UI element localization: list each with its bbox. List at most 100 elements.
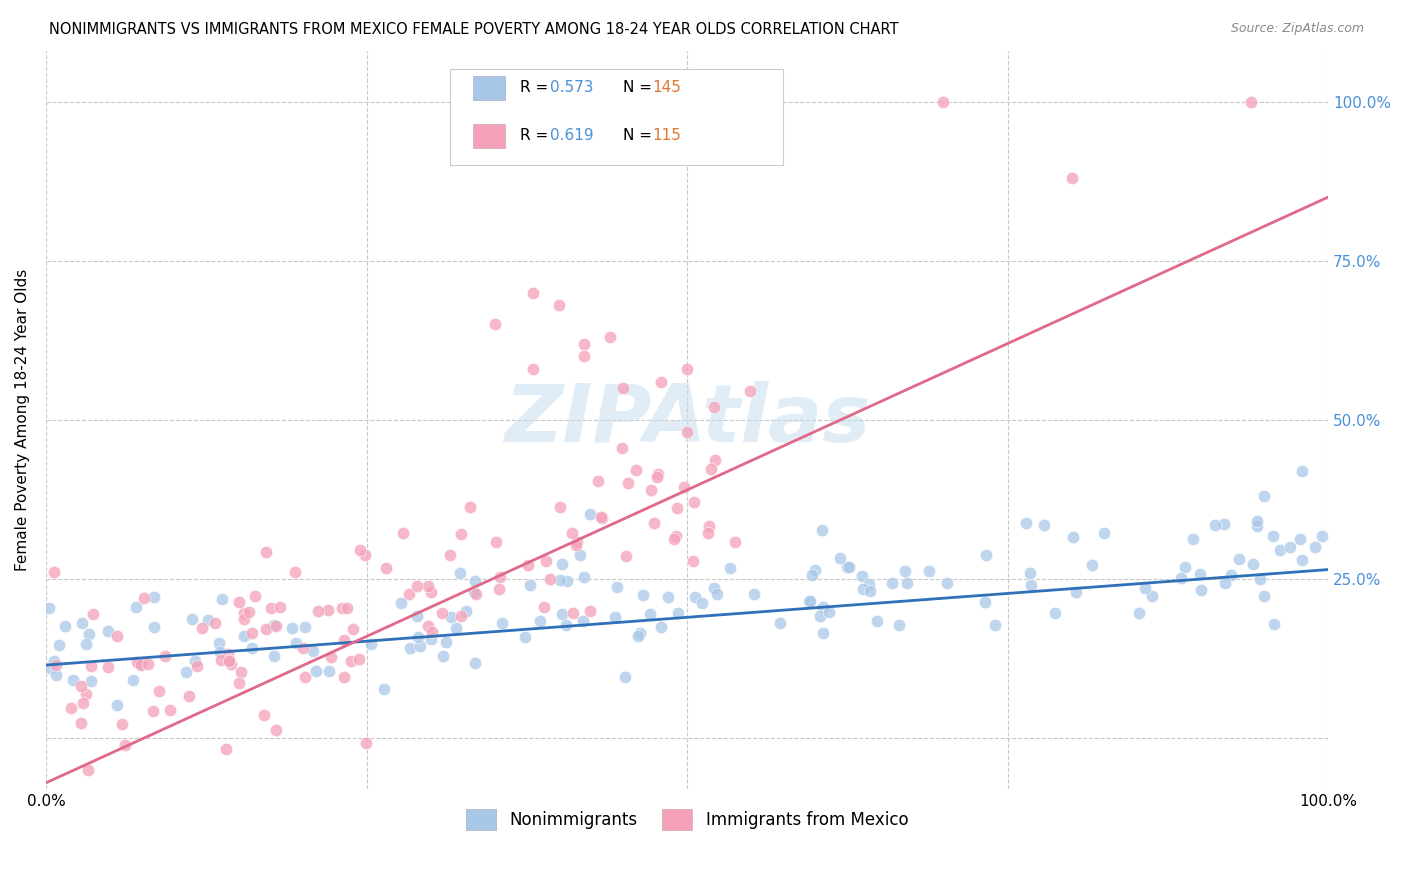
- Text: Source: ZipAtlas.com: Source: ZipAtlas.com: [1230, 22, 1364, 36]
- Point: [811, 599, 834, 614]
- Point: [830, 551, 852, 566]
- Point: [219, 657, 242, 671]
- Point: [1081, 558, 1104, 572]
- Point: [591, 511, 613, 525]
- Point: [613, 670, 636, 684]
- Point: [136, 657, 159, 671]
- Point: [880, 576, 903, 591]
- Point: [232, 629, 254, 643]
- Point: [1215, 576, 1237, 591]
- Point: [665, 529, 688, 543]
- Point: [208, 645, 231, 659]
- Point: [665, 500, 688, 515]
- Point: [406, 579, 429, 593]
- Point: [568, 548, 591, 562]
- Point: [38, 600, 60, 615]
- Point: [551, 607, 574, 621]
- Point: [1064, 585, 1087, 599]
- Point: [339, 654, 361, 668]
- Point: [291, 641, 314, 656]
- Point: [555, 618, 578, 632]
- Point: [610, 441, 633, 455]
- Point: [606, 580, 628, 594]
- Point: [354, 736, 377, 750]
- Point: [392, 525, 415, 540]
- Text: R =: R =: [520, 80, 554, 95]
- Point: [519, 578, 541, 592]
- Point: [42, 654, 65, 668]
- Point: [253, 708, 276, 723]
- Point: [45, 668, 67, 682]
- FancyBboxPatch shape: [450, 70, 783, 165]
- Point: [852, 582, 875, 597]
- Point: [866, 614, 889, 628]
- Point: [1253, 489, 1275, 503]
- Point: [643, 516, 665, 531]
- Point: [464, 574, 486, 588]
- Text: N =: N =: [623, 80, 657, 95]
- Point: [1189, 566, 1212, 581]
- Point: [77, 763, 100, 777]
- Point: [548, 573, 571, 587]
- Point: [336, 600, 359, 615]
- Point: [44, 565, 66, 579]
- Point: [153, 649, 176, 664]
- Point: [1182, 533, 1205, 547]
- Point: [129, 657, 152, 672]
- Point: [1213, 517, 1236, 532]
- Point: [416, 619, 439, 633]
- Point: [657, 590, 679, 604]
- Point: [624, 462, 647, 476]
- Point: [72, 696, 94, 710]
- Point: [1289, 532, 1312, 546]
- Point: [347, 652, 370, 666]
- Point: [1227, 552, 1250, 566]
- Point: [454, 604, 477, 618]
- Point: [561, 525, 583, 540]
- Point: [706, 587, 728, 601]
- Point: [176, 665, 198, 679]
- Point: [1305, 541, 1327, 555]
- Point: [682, 553, 704, 567]
- Point: [294, 620, 316, 634]
- Point: [1062, 530, 1084, 544]
- Point: [228, 595, 250, 609]
- Point: [360, 637, 382, 651]
- Point: [281, 621, 304, 635]
- Point: [1043, 606, 1066, 620]
- Point: [551, 558, 574, 572]
- Point: [406, 630, 429, 644]
- Point: [458, 500, 481, 514]
- Point: [233, 612, 256, 626]
- Point: [53, 618, 76, 632]
- Point: [974, 594, 997, 608]
- Point: [398, 587, 420, 601]
- Point: [676, 425, 699, 439]
- Point: [491, 615, 513, 630]
- Point: [218, 653, 240, 667]
- Text: R =: R =: [520, 128, 554, 144]
- Point: [851, 569, 873, 583]
- Point: [858, 577, 880, 591]
- Point: [418, 579, 440, 593]
- Point: [683, 495, 706, 509]
- Point: [77, 627, 100, 641]
- Point: [1310, 529, 1333, 543]
- Point: [80, 674, 103, 689]
- Point: [1220, 568, 1243, 582]
- Point: [444, 621, 467, 635]
- Point: [254, 622, 277, 636]
- Point: [838, 560, 860, 574]
- Point: [269, 599, 291, 614]
- Point: [342, 622, 364, 636]
- Point: [1140, 589, 1163, 603]
- Text: 0.573: 0.573: [550, 80, 593, 95]
- Point: [538, 572, 561, 586]
- Point: [572, 570, 595, 584]
- Point: [214, 741, 236, 756]
- Point: [463, 585, 485, 599]
- Point: [307, 604, 329, 618]
- FancyBboxPatch shape: [472, 124, 505, 148]
- Point: [801, 568, 824, 582]
- Point: [124, 599, 146, 614]
